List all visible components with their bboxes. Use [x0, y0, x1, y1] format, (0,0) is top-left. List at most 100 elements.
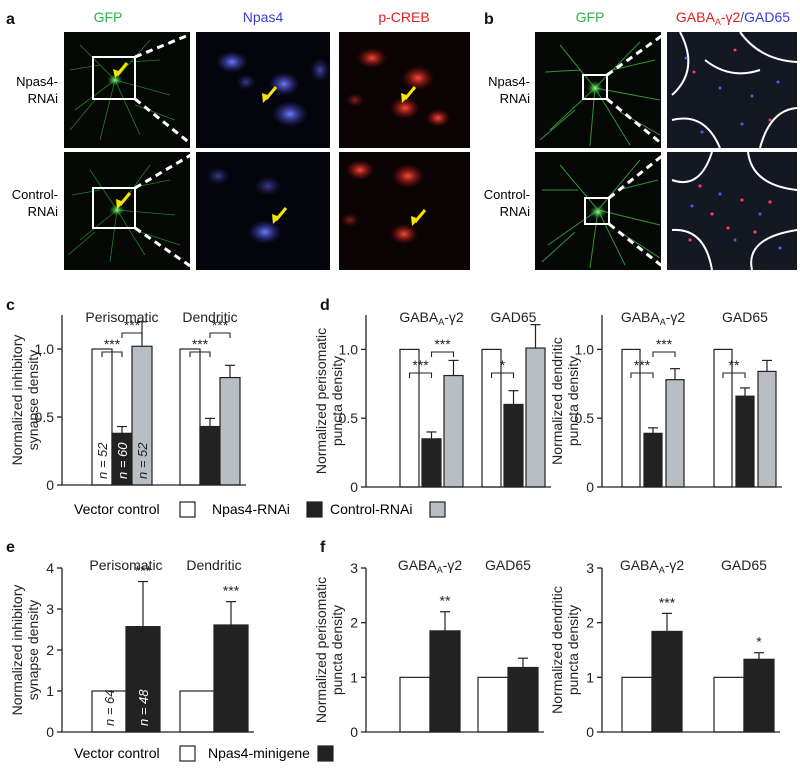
panel-a-gfp-controlrnai-image [64, 152, 190, 270]
legend-cd-vector-label: Vector control [74, 501, 160, 517]
panel-label-d: d [320, 297, 330, 314]
chart-c-ylabel: synapse density [25, 350, 41, 450]
chart-d-right-ylabel: Normalized dendritic [549, 337, 565, 465]
chart-f-left-bar [507, 666, 539, 733]
chart-f-right-bar [651, 630, 683, 733]
chart-d-left-bar [481, 348, 502, 488]
chart-d-right-ytick-label: 0.5 [575, 410, 595, 426]
chart-e-bar [213, 624, 249, 733]
panel-b-zoom-line-top-1 [606, 30, 668, 77]
chart-e-ylabel: synapse density [25, 600, 41, 700]
chart-c-bar [199, 425, 221, 486]
chart-f-left-bar [399, 676, 431, 733]
chart-d-right-significance-stars: ** [729, 357, 740, 373]
panel-a-gfp-npas4rnai-image [64, 32, 190, 148]
chart-d-right-group-label: GAD65 [722, 309, 768, 325]
legend-ef-minigene-label: Npas4-minigene [208, 745, 310, 761]
chart-c-n-label: n = 52 [135, 442, 150, 479]
chart-f-right-significance-stars: * [756, 634, 762, 650]
chart-f-right-ylabel: puncta density [565, 605, 581, 695]
chart-d-right-significance-bracket [652, 351, 676, 357]
chart-d-left-significance-bracket [490, 372, 515, 378]
panel-a-row1-label-line2: RNAi [28, 91, 58, 106]
chart-e-bar [91, 690, 127, 733]
panel-b-header-gfp: GFP [576, 9, 605, 25]
chart-d-left-ylabel: Normalized perisomatic [313, 328, 329, 474]
chart-c-ytick-label: 0.5 [35, 409, 55, 425]
chart-d-left-significance-stars: * [500, 357, 506, 373]
chart-d-right-bar [735, 395, 755, 488]
panel-b-gfp-controlrnai-image [535, 152, 661, 270]
panel-a-header-gfp: GFP [94, 9, 123, 25]
chart-d-right-ytick-label: 1.0 [575, 341, 595, 357]
chart-d-left-significance-stars: *** [434, 336, 451, 352]
chart-f-right-ytick-label: 3 [586, 560, 594, 576]
panel-b-zoom-line-top-2 [608, 150, 668, 200]
chart-d-left-ytick-label: 1.0 [339, 341, 359, 357]
panel-a-header-pcreb: p-CREB [378, 9, 429, 25]
chart-e-n-label: n = 64 [102, 689, 117, 726]
panel-label-a: a [6, 11, 15, 28]
panel-label-b: b [484, 11, 494, 28]
chart-d-left-bar [525, 347, 546, 488]
chart-f-left-ylabel: Normalized perisomatic [313, 577, 329, 723]
chart-c-n-label: n = 60 [115, 442, 130, 479]
legend-cd-vector-swatch [179, 501, 196, 518]
chart-f-left-significance-stars: ** [440, 593, 451, 609]
chart-f-left-ytick-label: 3 [350, 560, 358, 576]
chart-f-left-ytick-label: 0 [350, 724, 358, 740]
legend-cd: Vector control Npas4-RNAi Control-RNAi [74, 501, 446, 518]
chart-e-group-label: Dendritic [186, 557, 241, 573]
chart-c-significance-stars: *** [192, 336, 209, 352]
chart-e-ytick-label: 0 [46, 724, 54, 740]
legend-ef-vector-label: Vector control [74, 745, 160, 761]
panel-a-zoom-line-top-1 [134, 30, 197, 59]
chart-f-left-ytick-label: 1 [350, 669, 358, 685]
panel-a-row2-label-line1: Control- [12, 187, 58, 202]
panel-label-f: f [320, 539, 326, 556]
legend-cd-npas4rnai-swatch [306, 501, 323, 518]
chart-d-right-bar [665, 379, 685, 488]
chart-f-right-ylabel: Normalized dendritic [549, 586, 565, 714]
chart-c-significance-bracket [189, 351, 211, 357]
panel-a-npas4-controlrnai-image [196, 152, 330, 270]
chart-d-right-bar [757, 370, 777, 488]
chart-d-left-bar [503, 403, 524, 488]
chart-d-right-ylabel: puncta density [565, 356, 581, 446]
panel-b-gfp-npas4rnai-image [535, 32, 661, 148]
chart-e-ytick-label: 2 [46, 642, 54, 658]
chart-c-bar [219, 376, 241, 486]
chart-c-significance-bracket [121, 332, 143, 338]
chart-e-n-label: n = 48 [136, 689, 151, 726]
chart-e-bar [179, 690, 215, 733]
legend-cd-controlrnai-swatch [429, 501, 446, 518]
panel-label-c: c [6, 297, 15, 314]
chart-e-ytick-label: 3 [46, 601, 54, 617]
panel-a-pcreb-npas4rnai-image [339, 32, 470, 148]
chart-d-right-significance-stars: *** [634, 357, 651, 373]
chart-c-bar [179, 348, 201, 486]
chart-d-left-significance-stars: *** [412, 357, 429, 373]
chart-f-right-group-label: GABAA-γ2 [620, 557, 685, 575]
panel-b-header-gaba-gad: GABAA-γ2/GAD65 [676, 9, 790, 27]
chart-d-left-group-label: GABAA-γ2 [399, 309, 464, 327]
panel-a-npas4-npas4rnai-image [196, 32, 330, 148]
chart-d-right-bar [643, 432, 663, 488]
panel-b-row1-label-line1: Npas4- [488, 74, 530, 89]
chart-f-right-ytick-label: 1 [586, 669, 594, 685]
chart-c-significance-stars: *** [104, 336, 121, 352]
chart-c-n-label: n = 52 [95, 442, 110, 479]
chart-c-group-label: Perisomatic [85, 309, 158, 325]
panel-label-e: e [6, 539, 15, 556]
chart-e-group-label: Perisomatic [89, 557, 162, 573]
chart-f-right-group-label: GAD65 [721, 557, 767, 573]
panel-a-zoom-line-bottom-1 [134, 97, 197, 150]
panel-a-header-npas4: Npas4 [243, 9, 284, 25]
chart-c-ytick-label: 1.0 [35, 341, 55, 357]
chart-d-right-significance-bracket [722, 372, 746, 378]
panel-b-puncta-npas4rnai-image [667, 31, 798, 149]
chart-c-group-label: Dendritic [182, 309, 237, 325]
chart-e-ytick-label: 1 [46, 683, 54, 699]
panel-b-row2-label-line1: Control- [484, 187, 530, 202]
